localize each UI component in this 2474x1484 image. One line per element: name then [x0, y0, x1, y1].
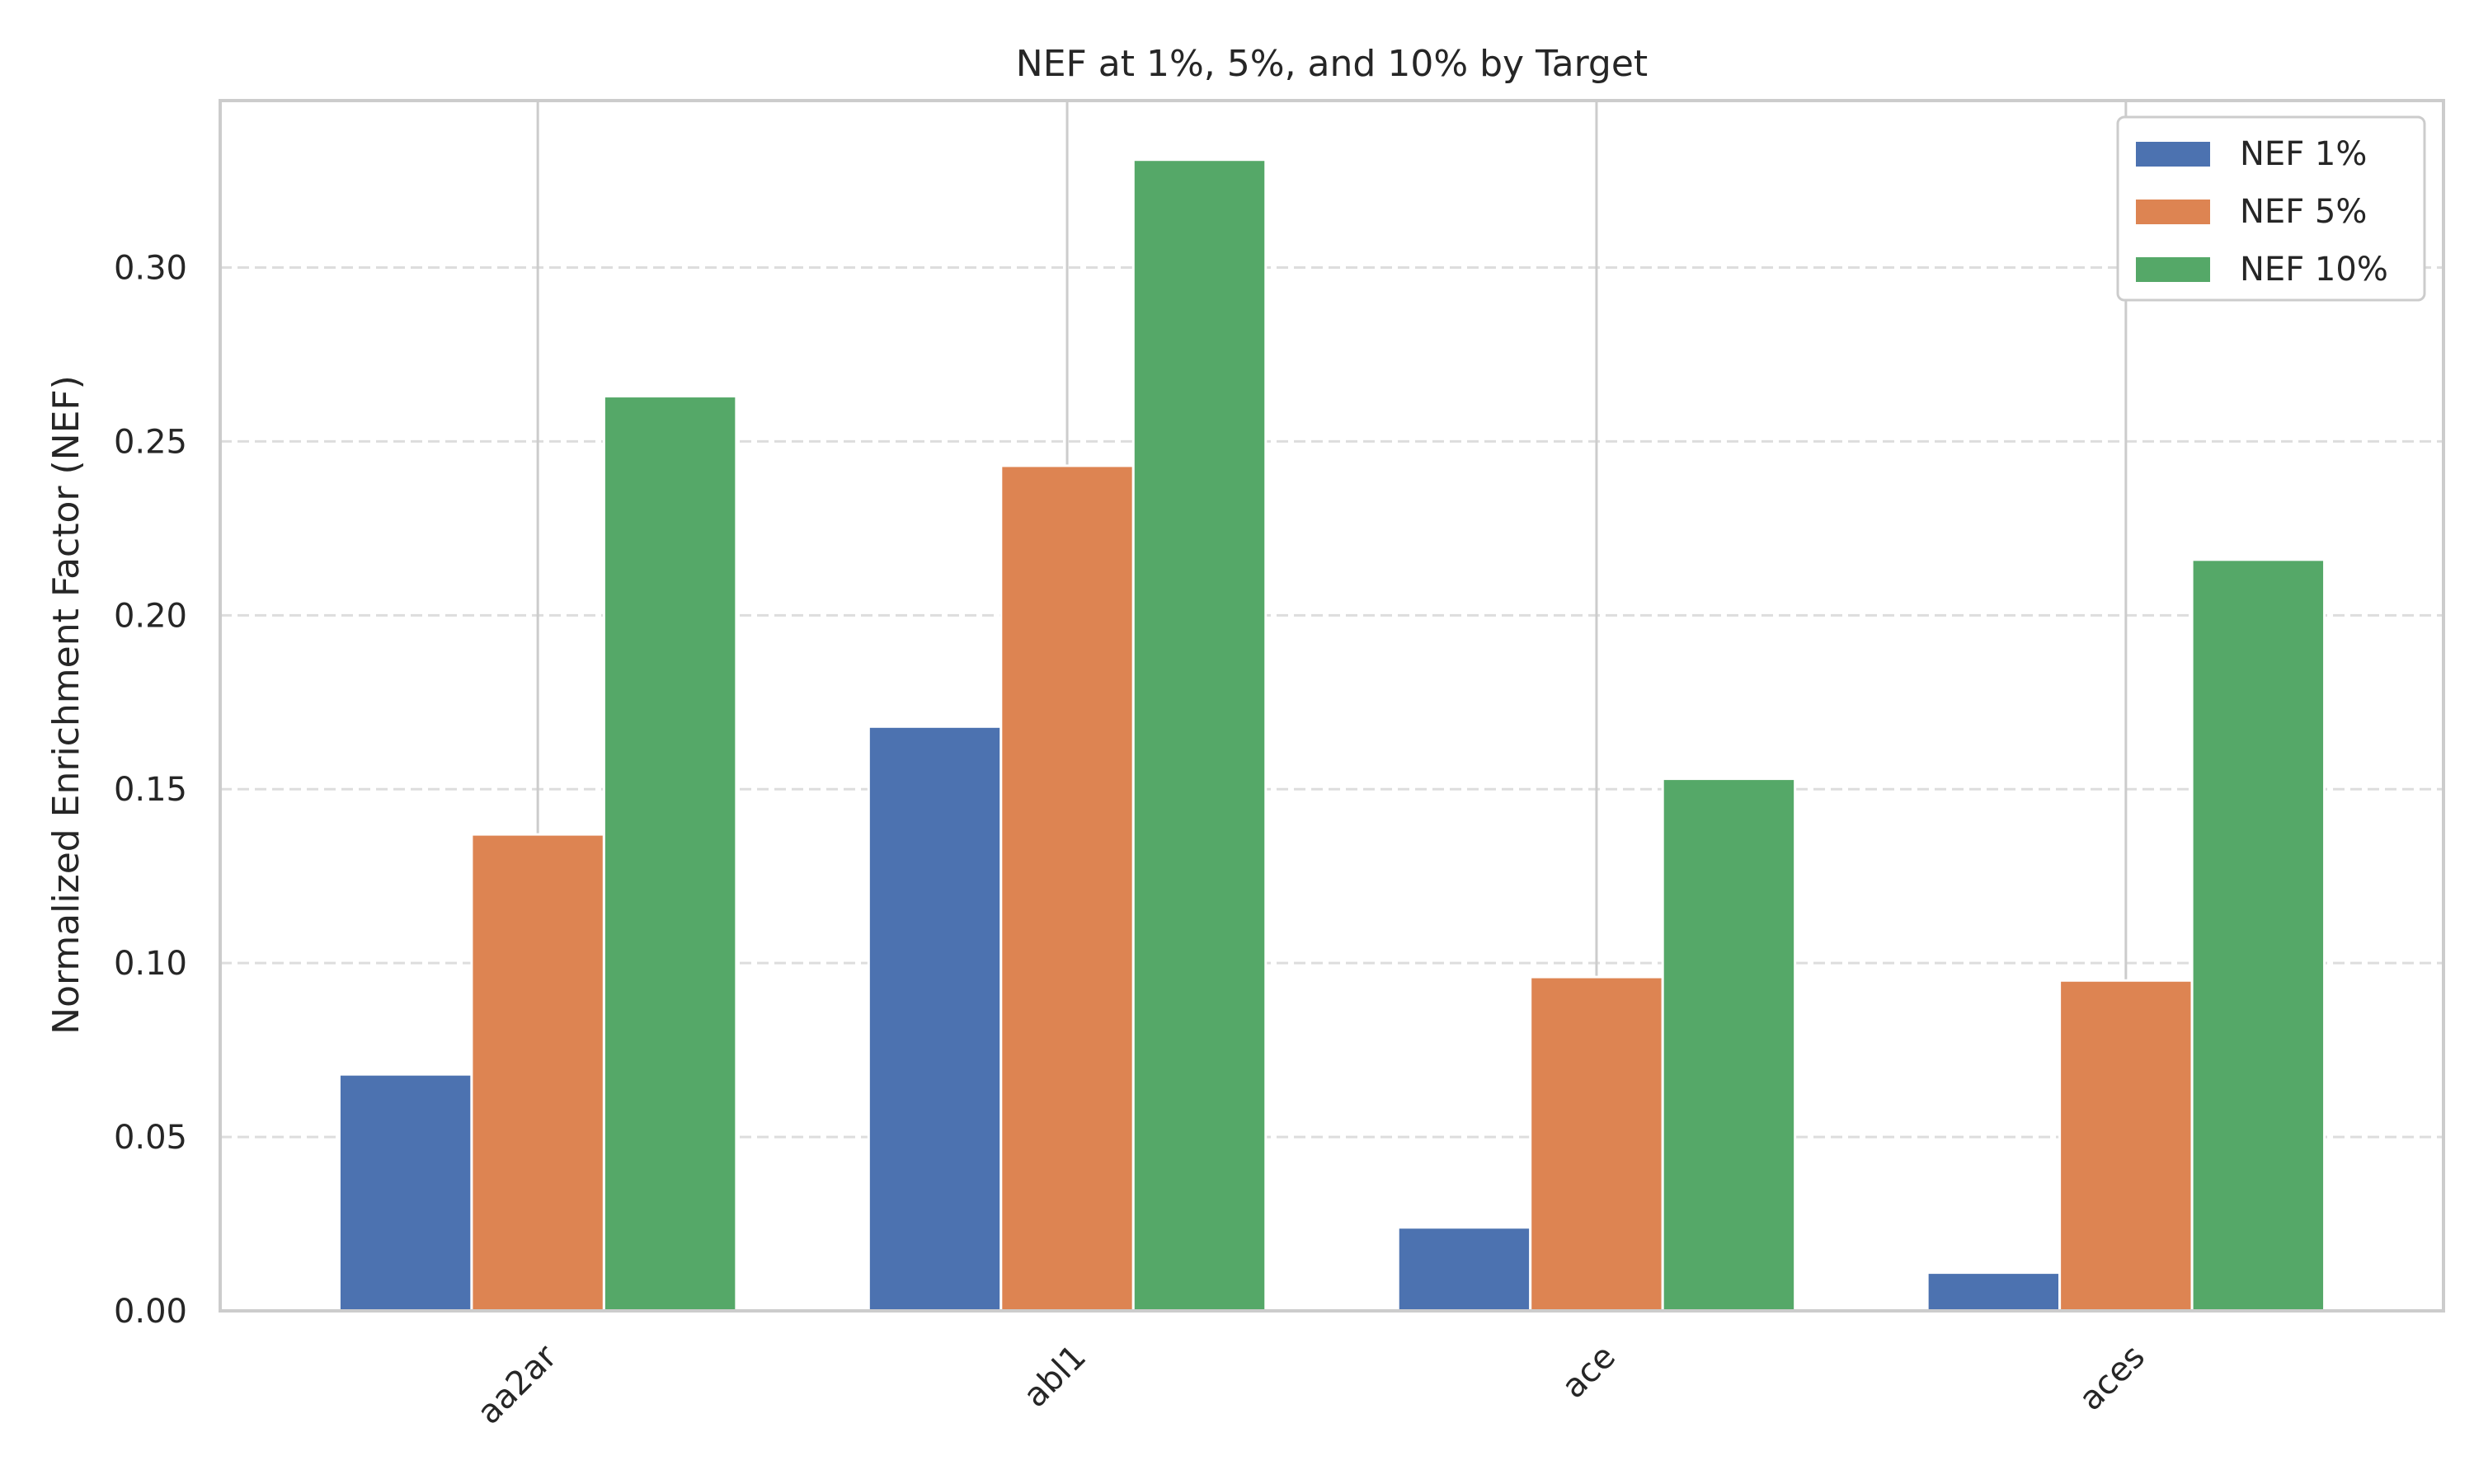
chart-title: NEF at 1%, 5%, and 10% by Target	[1016, 43, 1648, 85]
bar-nef-5--ace	[1529, 975, 1664, 1313]
bar-nef-5--aa2ar	[470, 833, 605, 1313]
bar-nef-5--aces	[2058, 979, 2194, 1313]
y-axis-label: Normalized Enrichment Factor (NEF)	[45, 375, 87, 1035]
bar-nef-10--aces	[2190, 558, 2326, 1313]
bars	[337, 158, 2326, 1313]
legend-label: NEF 5%	[2240, 193, 2367, 231]
legend: NEF 1% NEF 5% NEF 10%	[2116, 115, 2426, 302]
y-tick-label: 0.05	[114, 1119, 187, 1157]
bar-nef-10--abl1	[1131, 158, 1268, 1313]
legend-swatch	[2136, 200, 2210, 224]
legend-label: NEF 10%	[2240, 251, 2388, 289]
y-tick-label: 0.25	[114, 423, 187, 461]
bar-nef-1--abl1	[867, 725, 1003, 1313]
legend-swatch	[2136, 257, 2210, 282]
bar-nef-10--ace	[1661, 777, 1797, 1313]
bar-nef-10--aa2ar	[602, 395, 738, 1313]
y-tick-label: 0.00	[114, 1293, 187, 1331]
y-axis-ticks: 0.00 0.05 0.10 0.15 0.20 0.25 0.30	[114, 249, 187, 1331]
bar-nef-5--abl1	[999, 464, 1135, 1313]
x-tick-label: aa2ar	[470, 1337, 565, 1432]
bar-nef-1--aa2ar	[337, 1073, 473, 1313]
bar-nef-1--ace	[1396, 1226, 1532, 1313]
y-tick-label: 0.15	[114, 771, 187, 809]
y-tick-label: 0.30	[114, 249, 187, 287]
legend-label: NEF 1%	[2240, 135, 2367, 173]
plot-frame	[219, 99, 2445, 1313]
x-tick-label: abl1	[1016, 1338, 1094, 1416]
x-tick-label: ace	[1554, 1338, 1623, 1407]
x-axis-ticks: aa2ar abl1 ace aces	[470, 1337, 2152, 1432]
y-tick-label: 0.20	[114, 597, 187, 635]
bar-nef-1--aces	[1926, 1271, 2062, 1313]
y-tick-label: 0.10	[114, 945, 187, 983]
x-tick-label: aces	[2072, 1338, 2152, 1419]
legend-swatch	[2136, 142, 2210, 167]
